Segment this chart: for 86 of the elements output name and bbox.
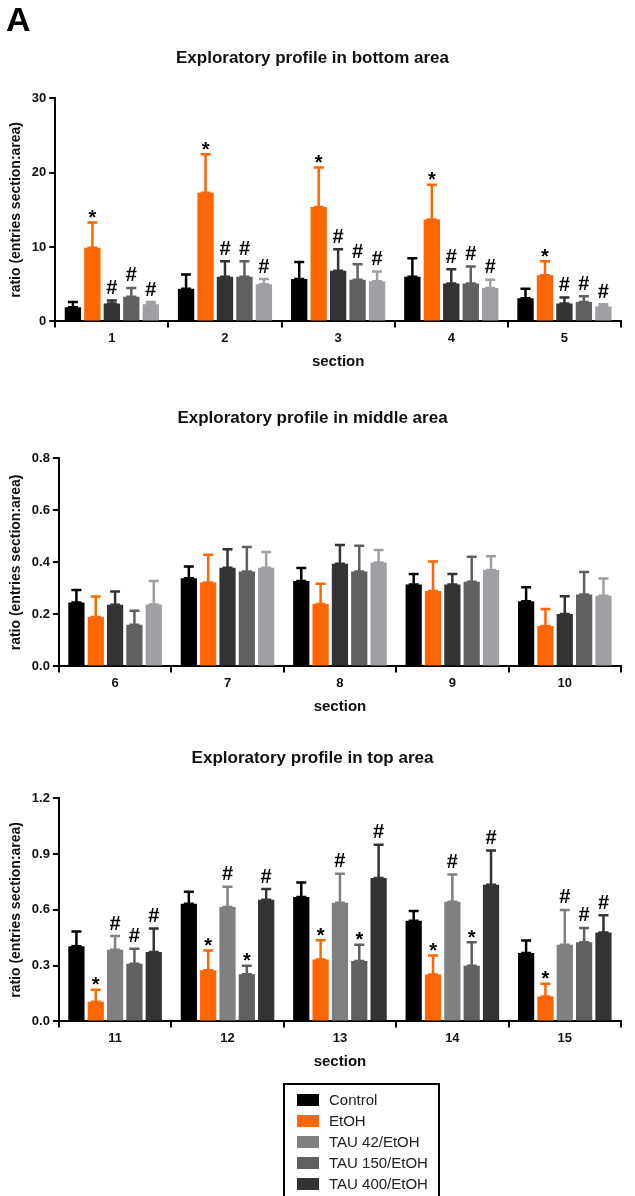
data-label: # [334, 849, 346, 872]
y-tick-label: 0.9 [31, 845, 50, 861]
data-label: # [125, 263, 137, 286]
data-label: # [446, 850, 458, 873]
data-label: # [373, 820, 385, 843]
x-tick-label: 11 [108, 1029, 122, 1045]
data-label: * [427, 168, 436, 191]
x-tick-label: 5 [560, 329, 569, 345]
y-tick-label: 10 [31, 238, 47, 254]
chart-title: Exploratory profile in top area [191, 747, 434, 767]
data-label: # [559, 885, 571, 908]
data-label: # [445, 244, 457, 267]
data-label: # [558, 273, 570, 296]
y-tick-label: 1.2 [31, 789, 50, 805]
data-label: * [355, 928, 364, 951]
chart-title: Exploratory profile in middle area [177, 407, 449, 427]
legend-label: EtOH [329, 1112, 366, 1129]
data-label: # [352, 239, 364, 262]
x-tick-label: 6 [111, 674, 119, 690]
data-label: * [429, 939, 438, 962]
data-label: * [242, 949, 251, 972]
data-label: * [316, 923, 325, 946]
data-label: * [88, 206, 97, 229]
text: A [6, 0, 31, 39]
y-tick-label: 30 [31, 89, 47, 105]
y-axis-title: ratio (entries section:area) [7, 474, 24, 651]
x-tick-label: 4 [447, 329, 456, 345]
data-label: # [221, 862, 234, 885]
data-label: # [260, 864, 272, 887]
y-tick-label: 0.8 [31, 449, 50, 465]
bar [142, 304, 159, 321]
data-label: # [109, 911, 121, 934]
data-label: * [467, 925, 476, 948]
data-label: # [258, 254, 270, 277]
data-label: # [597, 890, 610, 913]
y-tick-label: 20 [31, 164, 47, 180]
x-tick-label: 9 [448, 674, 456, 690]
data-label: # [238, 236, 251, 259]
data-label: # [484, 255, 496, 278]
x-tick-label: 1 [108, 329, 116, 345]
data-label: # [371, 247, 383, 270]
data-label: # [106, 276, 118, 299]
x-tick-label: 10 [557, 674, 573, 690]
data-label: # [597, 279, 609, 302]
x-tick-label: 13 [332, 1029, 348, 1045]
data-label: # [485, 826, 497, 849]
data-label: # [578, 903, 590, 926]
data-label: * [314, 151, 323, 174]
data-label: # [145, 277, 157, 300]
y-tick-label: 0.2 [31, 605, 50, 621]
data-label: * [541, 967, 550, 990]
x-tick-label: 8 [336, 674, 344, 690]
y-tick-label: 0 [39, 312, 47, 328]
bar [595, 306, 612, 321]
chart-title: Exploratory profile in bottom area [176, 47, 450, 67]
y-tick-label: 0.3 [31, 957, 50, 973]
y-axis-title: ratio (entries section:area) [7, 821, 24, 998]
data-label: * [541, 244, 550, 267]
legend-label: TAU 400/EtOH [329, 1175, 428, 1192]
data-label: # [578, 271, 590, 294]
x-axis-title: section [311, 352, 365, 370]
x-tick-label: 14 [445, 1029, 461, 1045]
data-label: # [128, 924, 140, 947]
x-tick-label: 2 [221, 329, 229, 345]
legend-label: Control [329, 1091, 378, 1108]
data-label: * [201, 137, 210, 160]
legend-label: TAU 42/EtOH [329, 1133, 420, 1150]
data-label: # [219, 236, 231, 259]
x-tick-label: 12 [220, 1029, 235, 1045]
y-tick-label: 0.0 [31, 1012, 50, 1028]
legend-label: TAU 150/EtOH [329, 1154, 428, 1171]
data-label: # [465, 241, 477, 264]
x-axis-title: section [313, 1052, 367, 1070]
x-tick-label: 3 [334, 329, 342, 345]
x-tick-label: 7 [223, 674, 232, 690]
y-tick-label: 0.0 [31, 657, 50, 673]
data-label: * [91, 973, 100, 996]
data-label: # [332, 224, 344, 247]
x-tick-label: 15 [557, 1029, 573, 1045]
y-axis-title: ratio (entries section:area) [7, 121, 24, 298]
y-tick-label: 0.6 [31, 901, 50, 917]
x-axis-title: section [313, 697, 367, 715]
y-tick-label: 0.4 [31, 553, 51, 569]
data-label: # [148, 904, 160, 926]
y-tick-label: 0.6 [31, 501, 50, 517]
data-label: * [204, 934, 213, 957]
